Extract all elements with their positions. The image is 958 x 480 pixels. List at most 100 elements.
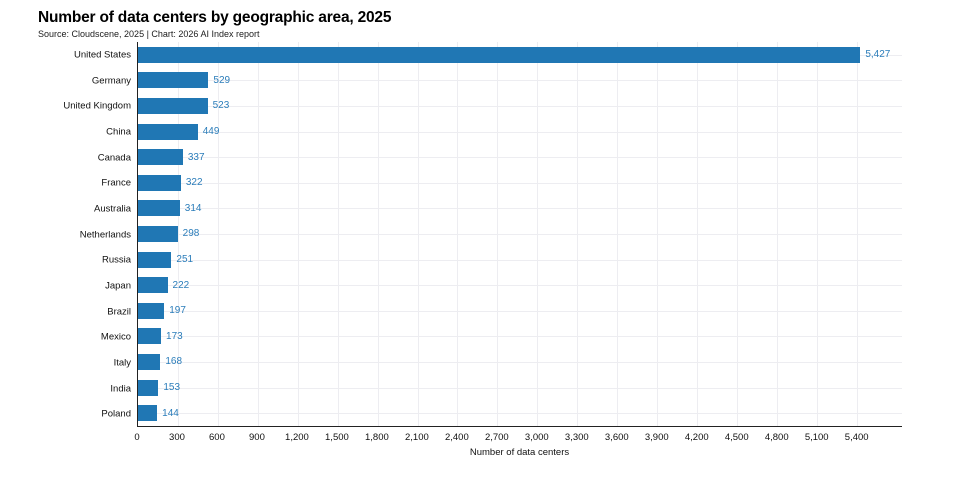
x-tick-label: 3,000 — [524, 432, 549, 443]
y-tick-label-india: India — [110, 383, 131, 394]
bar-row-india: 153 — [138, 375, 902, 401]
y-tick-label-poland: Poland — [101, 408, 131, 420]
gridline-horizontal — [138, 106, 902, 107]
bar-mexico — [138, 328, 162, 345]
y-tick-label-japan: Japan — [105, 280, 131, 292]
gridline-horizontal — [138, 182, 902, 184]
x-tick-label: 4,500 — [724, 432, 749, 443]
bar-italy — [138, 353, 161, 370]
y-tick-label-france: France — [101, 177, 131, 189]
x-tick-label: 1,500 — [325, 432, 349, 443]
bar-row-brazil: 197 — [138, 298, 902, 324]
bar-netherlands — [138, 225, 178, 242]
bar-poland — [138, 405, 158, 422]
bar-russia — [138, 251, 172, 268]
bar-value-label: 337 — [187, 151, 205, 163]
bar-row-united-states: 5,427 — [138, 42, 902, 68]
gridline-horizontal — [138, 362, 902, 363]
gridline-horizontal — [138, 285, 902, 287]
bar-row-australia: 314 — [138, 196, 902, 222]
y-tick-label-netherlands: Netherlands — [79, 229, 131, 240]
bar-row-germany: 529 — [138, 68, 902, 94]
bar-row-russia: 251 — [138, 247, 902, 273]
bar-japan — [138, 277, 168, 294]
bar-australia — [138, 200, 180, 217]
bar-value-label: 529 — [213, 74, 231, 86]
bar-value-label: 314 — [184, 202, 202, 214]
y-tick-label-brazil: Brazil — [107, 306, 131, 317]
gridline-horizontal — [138, 413, 902, 415]
bar-china — [138, 123, 198, 140]
x-tick-label: 600 — [209, 432, 225, 443]
x-tick-label: 2,400 — [444, 432, 469, 443]
y-tick-label-australia: Australia — [94, 203, 131, 215]
gridline-horizontal — [138, 336, 902, 338]
x-tick-label: 1,200 — [285, 432, 309, 443]
y-tick-label-united-kingdom: United Kingdom — [63, 100, 131, 112]
x-tick-label: 3,300 — [564, 432, 589, 443]
x-tick-label: 2,100 — [404, 432, 429, 443]
x-axis-title: Number of data centers — [469, 447, 570, 458]
bar-row-mexico: 173 — [138, 324, 902, 350]
bar-germany — [138, 72, 209, 89]
gridline-horizontal — [138, 387, 902, 389]
x-tick-label: 5,100 — [804, 432, 829, 443]
bar-value-label: 144 — [162, 407, 179, 419]
y-tick-label-italy: Italy — [113, 357, 131, 369]
bar-value-label: 523 — [212, 100, 230, 112]
bar-india — [138, 379, 159, 396]
x-tick-label: 3,600 — [604, 432, 629, 443]
bar-brazil — [138, 302, 165, 319]
bar-value-label: 449 — [202, 126, 220, 138]
x-tick-label: 0 — [134, 432, 140, 443]
bar-row-japan: 222 — [138, 272, 902, 298]
bar-value-label: 168 — [165, 356, 183, 368]
bars-layer: 5,427 529 523 449 337 322 314 298 251 222 197 173 16… — [138, 42, 902, 426]
gridline-horizontal — [138, 80, 902, 82]
x-tick-label: 300 — [169, 432, 185, 443]
x-tick-label: 2,700 — [484, 432, 509, 443]
x-tick-label: 3,900 — [644, 432, 669, 443]
bar-row-united-kingdom: 523 — [138, 93, 902, 119]
bar-united-states — [138, 46, 861, 63]
bar-value-label: 173 — [166, 330, 183, 342]
gridline-horizontal — [138, 259, 902, 261]
x-tick-label: 4,800 — [764, 432, 789, 443]
gridline-horizontal — [138, 234, 902, 235]
y-tick-label-russia: Russia — [101, 254, 131, 266]
bar-united-kingdom — [138, 97, 208, 114]
x-tick-label: 900 — [249, 432, 265, 443]
bar-value-label: 197 — [169, 305, 186, 317]
y-tick-label-germany: Germany — [91, 75, 131, 86]
chart-title: Number of data centers by geographic are… — [38, 9, 392, 26]
y-axis-labels: United States Germany United Kingdom China C… — [0, 42, 131, 427]
bar-row-poland: 144 — [138, 400, 902, 426]
bar-row-china: 449 — [138, 119, 902, 145]
y-tick-label-china: China — [106, 126, 131, 138]
bar-row-france: 322 — [138, 170, 902, 196]
bar-value-label: 5,427 — [865, 49, 891, 61]
bar-canada — [138, 149, 183, 166]
bar-value-label: 251 — [176, 254, 194, 266]
x-tick-label: 1,800 — [365, 432, 389, 443]
bar-value-label: 322 — [185, 177, 203, 189]
bar-value-label: 222 — [172, 279, 190, 291]
x-tick-label: 4,200 — [684, 432, 709, 443]
plot-area: 5,427 529 523 449 337 322 314 298 251 222 197 173 16… — [137, 42, 902, 427]
bar-row-italy: 168 — [138, 349, 902, 375]
bar-france — [138, 174, 181, 191]
bar-row-netherlands: 298 — [138, 221, 902, 247]
y-tick-label-mexico: Mexico — [100, 331, 131, 343]
gridline-horizontal — [138, 131, 902, 133]
y-tick-label-canada: Canada — [97, 152, 131, 163]
chart-source-note: Source: Cloudscene, 2025 | Chart: 2026 A… — [38, 29, 260, 39]
gridline-horizontal — [138, 310, 902, 312]
gridline-horizontal — [138, 157, 902, 159]
gridline-horizontal — [138, 208, 902, 210]
x-tick-label: 5,400 — [844, 432, 869, 443]
bar-row-canada: 337 — [138, 144, 902, 170]
bar-value-label: 298 — [182, 228, 200, 240]
y-tick-label-united-states: United States — [73, 49, 131, 61]
bar-value-label: 153 — [163, 382, 181, 394]
